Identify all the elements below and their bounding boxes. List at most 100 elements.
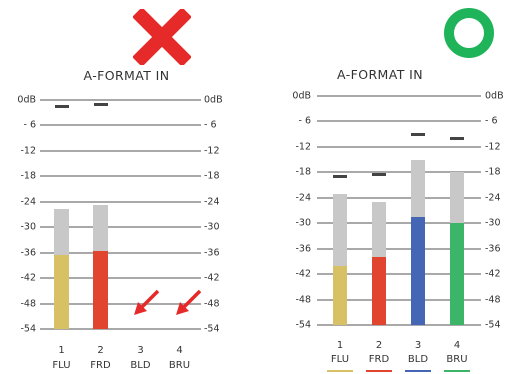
scale-label: -12	[204, 145, 220, 157]
scale-label: -48	[204, 297, 220, 309]
scale-label: -42	[204, 272, 220, 284]
gridline	[317, 273, 481, 276]
scale-label: -24	[20, 196, 36, 208]
cross-mark-icon	[133, 9, 191, 65]
scale-label: 0dB	[204, 94, 223, 106]
channel-number: 2	[375, 340, 383, 351]
scale-label: -36	[485, 242, 501, 254]
scale-label: -54	[204, 323, 220, 335]
meter-bar-level	[93, 250, 108, 329]
channel-color-line	[327, 370, 353, 372]
scale-label: -12	[295, 141, 311, 153]
gridline	[40, 124, 201, 127]
gridline	[317, 120, 481, 123]
channel-number: 1	[336, 340, 344, 351]
scale-label: - 6	[23, 119, 37, 131]
gridline	[317, 324, 481, 326]
gridline	[317, 298, 481, 301]
meter-panel-incorrect: A-FORMAT IN 0dB 0dB - 6 - 6 -12 -12 -18 -18 -24 -…	[0, 0, 253, 374]
channel-name: BLD	[130, 360, 151, 371]
channel-number: 1	[58, 345, 65, 356]
scale-label: -54	[295, 319, 311, 331]
gridline	[40, 175, 201, 178]
meter-bar-level	[54, 254, 69, 329]
scale-label: -24	[485, 192, 501, 204]
scale-label: -18	[485, 166, 501, 178]
peak-hold-marker	[93, 103, 108, 107]
gridline	[317, 222, 481, 225]
panel-title: A-FORMAT IN	[83, 68, 170, 83]
gridline	[40, 277, 201, 280]
arrow-icon	[134, 289, 160, 315]
channel-name: BLD	[407, 354, 429, 365]
channel-name: BRU	[168, 360, 191, 371]
channel-name: FRD	[90, 360, 111, 371]
channel-number: 3	[414, 340, 422, 351]
gridline	[40, 226, 201, 229]
gridline	[40, 200, 201, 203]
channel-name: BRU	[446, 354, 468, 365]
peak-hold-marker	[411, 133, 425, 137]
scale-label: -42	[20, 272, 36, 284]
gridline	[317, 95, 481, 97]
scale-label: -18	[295, 166, 311, 178]
scale-label: -42	[295, 268, 311, 280]
scale-label: -42	[485, 268, 501, 280]
scale-label: -36	[204, 246, 220, 258]
scale-label: - 6	[485, 115, 498, 127]
peak-hold-marker	[333, 174, 347, 178]
channel-number: 2	[97, 345, 104, 356]
meter-bar-level	[450, 223, 464, 325]
peak-hold-marker	[54, 105, 69, 109]
scale-label: 0dB	[292, 90, 311, 102]
meter-bar-level	[411, 216, 425, 325]
circle-mark-icon	[444, 8, 494, 58]
scale-label: -30	[204, 221, 220, 233]
scale-label: -36	[295, 242, 311, 254]
channel-number: 4	[176, 345, 183, 356]
scale-label: -48	[485, 293, 501, 305]
gridline	[40, 149, 201, 152]
channel-name: FLU	[52, 360, 71, 371]
scale-label: -12	[20, 145, 36, 157]
scale-label: - 6	[298, 115, 312, 127]
channel-number: 4	[453, 340, 461, 351]
gridline	[40, 99, 201, 101]
scale-label: -54	[20, 323, 36, 335]
gridline	[40, 251, 201, 254]
scale-label: -12	[485, 141, 501, 153]
peak-hold-marker	[372, 173, 386, 177]
panel-title: A-FORMAT IN	[337, 67, 423, 82]
gridline	[317, 171, 481, 174]
scale-label: 0dB	[485, 90, 504, 102]
scale-label: -24	[295, 192, 311, 204]
gridline	[317, 196, 481, 199]
scale-label: 0dB	[17, 94, 36, 106]
gridline	[40, 328, 201, 330]
scale-label: -36	[20, 246, 36, 258]
channel-color-line	[366, 370, 392, 372]
scale-label: -30	[295, 217, 311, 229]
channel-name: FRD	[368, 354, 390, 365]
gridline	[317, 145, 481, 148]
scale-label: - 6	[204, 119, 217, 131]
scale-label: -30	[485, 217, 501, 229]
gridline	[40, 302, 201, 305]
meter-bar-level	[333, 265, 347, 325]
scale-label: -48	[295, 293, 311, 305]
scale-label: -48	[20, 297, 36, 309]
channel-number: 3	[137, 345, 144, 356]
channel-color-line	[444, 370, 470, 372]
scale-label: -54	[485, 319, 501, 331]
channel-name: FLU	[330, 354, 350, 365]
channel-color-line	[405, 370, 431, 372]
peak-hold-marker	[450, 137, 464, 141]
meter-panel-correct: A-FORMAT IN 0dB 0dB - 6 - 6 -12 -12 -18 -18 -24 -…	[253, 0, 507, 374]
arrow-icon	[176, 289, 202, 315]
scale-label: -18	[20, 170, 36, 182]
scale-label: -24	[204, 196, 220, 208]
gridline	[317, 247, 481, 250]
meter-bar-level	[372, 257, 386, 325]
scale-label: -30	[20, 221, 36, 233]
scale-label: -18	[204, 170, 220, 182]
